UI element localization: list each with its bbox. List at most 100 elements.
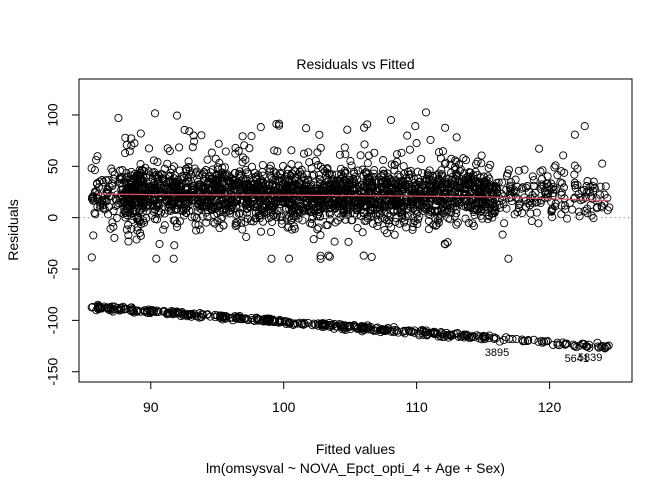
residual-point — [124, 237, 133, 246]
residual-point — [274, 121, 284, 130]
residual-point — [444, 333, 453, 342]
residual-point — [503, 169, 512, 178]
residual-point — [154, 174, 163, 183]
residual-point — [192, 226, 201, 235]
residual-point — [316, 254, 325, 263]
residual-point — [122, 225, 131, 234]
residual-point — [559, 151, 568, 160]
residual-point — [197, 131, 206, 140]
residual-point — [212, 196, 222, 205]
residual-point — [105, 182, 114, 192]
residual-point — [596, 182, 605, 191]
residual-point — [234, 146, 243, 156]
residual-point — [405, 145, 414, 154]
residual-point — [126, 207, 135, 217]
residual-point — [190, 182, 199, 191]
residual-point — [573, 180, 582, 190]
residual-point — [415, 178, 424, 187]
residual-point — [172, 219, 181, 228]
residual-point — [89, 231, 98, 240]
residual-point — [397, 148, 406, 157]
y-tick-label: -150 — [45, 358, 61, 386]
residual-point — [324, 251, 333, 260]
residual-point — [431, 221, 440, 230]
residual-point — [442, 201, 451, 210]
residual-point — [149, 156, 158, 165]
residual-point — [366, 205, 375, 214]
residual-point — [455, 160, 464, 169]
residual-point — [221, 147, 230, 156]
residual-point — [543, 172, 552, 181]
residual-point — [277, 216, 286, 225]
residual-point — [373, 323, 382, 332]
residual-point — [168, 309, 177, 318]
residual-point — [390, 160, 399, 169]
residual-point — [345, 181, 354, 190]
residual-point — [133, 306, 142, 315]
residual-point — [437, 166, 446, 175]
residual-point — [426, 135, 435, 144]
residual-point — [314, 223, 323, 232]
residual-point — [91, 210, 100, 219]
residual-point — [480, 332, 489, 341]
residual-point — [351, 322, 360, 331]
residual-point — [519, 337, 528, 346]
residual-point — [523, 182, 532, 191]
residual-point — [358, 165, 367, 174]
residual-point — [108, 218, 117, 227]
residual-point — [326, 185, 336, 194]
residual-point — [526, 209, 535, 218]
residual-point — [336, 186, 346, 195]
residual-point — [541, 186, 550, 195]
residual-point — [386, 185, 395, 194]
residual-point — [422, 328, 431, 337]
residual-point — [470, 206, 479, 215]
residual-point — [604, 341, 613, 350]
residual-point — [322, 221, 331, 230]
residual-point — [219, 221, 228, 230]
residual-point — [446, 331, 455, 340]
residual-point — [284, 197, 293, 207]
residual-point — [557, 210, 566, 219]
residual-point — [266, 172, 275, 181]
residual-point — [538, 338, 547, 347]
residual-point — [267, 254, 276, 263]
residual-point — [203, 310, 212, 319]
residual-point — [511, 175, 520, 184]
residual-point — [501, 333, 511, 342]
residual-point — [209, 218, 218, 227]
residual-point — [185, 127, 194, 136]
residual-point — [106, 303, 115, 312]
residual-point — [498, 178, 507, 187]
residual-point — [436, 210, 445, 219]
residual-point — [411, 122, 420, 131]
residual-point — [528, 172, 537, 181]
residual-point — [310, 206, 319, 215]
residual-point — [481, 177, 490, 186]
residual-point — [570, 194, 579, 203]
residual-point — [200, 196, 209, 205]
residual-point — [477, 159, 486, 168]
residual-point — [579, 339, 588, 349]
residual-point — [392, 150, 402, 159]
residual-point — [266, 202, 275, 211]
residual-point — [104, 210, 113, 219]
residual-point — [272, 182, 281, 191]
residual-point — [387, 160, 396, 169]
residual-point — [212, 179, 221, 188]
residual-point — [172, 111, 182, 120]
residual-point — [598, 342, 607, 351]
residual-point — [561, 205, 570, 214]
residual-point — [486, 183, 495, 192]
residual-point — [472, 331, 481, 340]
residual-point — [148, 174, 157, 183]
residual-point — [115, 305, 124, 314]
residual-point — [175, 143, 184, 152]
residual-point — [486, 160, 495, 169]
residual-point — [316, 212, 325, 221]
residual-point — [176, 309, 185, 318]
residual-point — [282, 319, 291, 328]
residual-point — [189, 196, 198, 205]
residual-point — [360, 140, 369, 149]
residual-point — [403, 131, 412, 140]
